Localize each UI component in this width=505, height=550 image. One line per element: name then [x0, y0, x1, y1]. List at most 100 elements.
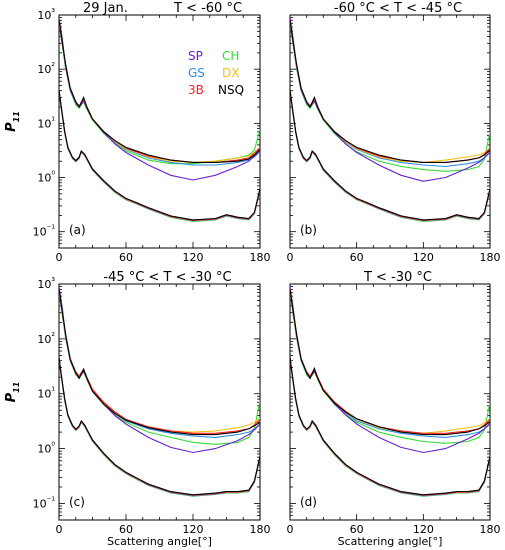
series-line-dx-lower	[59, 90, 260, 222]
series-line-3b-lower	[290, 357, 490, 496]
y-tick-exp: ²	[51, 62, 55, 72]
y-tick-exp: ¹	[51, 387, 55, 397]
series-line-sp-upper	[59, 17, 260, 181]
x-tick-label: 180	[480, 251, 501, 264]
panel-title: T < -60 °C	[173, 1, 242, 16]
x-axis-label: Scattering angle[°]	[338, 535, 443, 548]
series-line-dx-lower	[290, 357, 490, 497]
legend: SP CH GS DX 3B NSQ	[188, 49, 244, 97]
y-tick-label: 10⁻¹	[33, 496, 56, 510]
series-line-dx-upper	[59, 289, 260, 433]
y-tick-base: 10	[37, 63, 51, 76]
series-line-dx-lower	[290, 90, 490, 222]
x-tick-label: 60	[350, 251, 364, 264]
y-tick-label: 10³	[37, 277, 55, 291]
y-tick-label: 10¹	[37, 116, 55, 130]
panel-title: T < -30 °C	[363, 270, 432, 285]
series-line-sp-lower	[290, 90, 490, 222]
y-tick-base: 10	[33, 497, 47, 510]
y-tick-exp: ²	[51, 332, 55, 342]
y-tick-base: 10	[37, 172, 51, 185]
y-label-sub: 11	[12, 111, 21, 122]
series-line-gs-upper	[290, 290, 490, 438]
y-label-main: P	[4, 122, 19, 132]
panel-d: 0 60 120 180 (d) T < -30 °C Scattering angle[°…	[287, 270, 501, 548]
series-line-sp-upper	[290, 17, 490, 182]
y-tick-exp: ⁻¹	[47, 225, 56, 235]
legend-entry-sp: SP	[188, 49, 203, 63]
series-line-ch-lower	[59, 358, 260, 497]
y-tick-exp: ⁰	[51, 442, 55, 452]
x-tick-label: 60	[119, 251, 133, 264]
plot-frame	[58, 283, 261, 521]
x-tick-label: 120	[413, 523, 434, 536]
series-line-3b-lower	[290, 90, 490, 221]
x-tick-label: 120	[183, 523, 204, 536]
series-line-3b-upper	[290, 288, 490, 434]
curves	[59, 286, 260, 497]
panel-label: (b)	[300, 223, 317, 237]
series-line-3b-upper	[290, 19, 490, 163]
y-tick-base: 10	[33, 226, 47, 239]
panel-label: (a)	[69, 223, 86, 237]
x-tick-label: 180	[480, 523, 501, 536]
y-tick-exp: ³	[51, 8, 55, 18]
legend-entry-3b: 3B	[188, 83, 204, 97]
y-tick-exp: ⁻¹	[47, 496, 56, 506]
series-line-gs-upper	[290, 21, 490, 168]
series-line-3b-upper	[59, 288, 260, 434]
series-line-3b-lower	[59, 357, 260, 496]
x-tick-label: 60	[119, 523, 133, 536]
y-tick-base: 10	[37, 117, 51, 130]
y-tick-label: 10²	[37, 62, 55, 76]
y-label-sub: 11	[12, 382, 21, 393]
y-tick-base: 10	[37, 9, 51, 22]
y-tick-base: 10	[37, 278, 51, 291]
y-tick-label: 10⁰	[37, 442, 55, 456]
y-tick-label: 10²	[37, 332, 55, 346]
y-tick-exp: ⁰	[51, 171, 55, 181]
x-tick-label: 0	[56, 251, 63, 264]
series-line-sp-lower	[59, 357, 260, 496]
x-tick-label: 0	[56, 523, 63, 536]
y-tick-base: 10	[37, 333, 51, 346]
series-line-ch-lower	[290, 358, 490, 497]
curves	[59, 17, 260, 222]
y-axis-label: P11	[4, 382, 21, 403]
y-label-main: P	[4, 392, 19, 402]
series-line-gs-lower	[290, 358, 490, 497]
series-line-nsq-upper	[290, 289, 490, 436]
x-tick-label: 0	[287, 251, 294, 264]
x-tick-label: 180	[250, 523, 271, 536]
series-line-nsq-upper	[59, 289, 260, 436]
x-tick-label: 120	[183, 251, 204, 264]
legend-entry-nsq: NSQ	[218, 83, 244, 97]
series-line-nsq-lower	[290, 357, 490, 496]
panel-label: (d)	[300, 495, 317, 509]
series-line-sp-upper	[290, 286, 490, 454]
y-tick-label: 10¹	[37, 387, 55, 401]
series-line-gs-lower	[59, 358, 260, 497]
legend-entry-ch: CH	[222, 49, 239, 63]
panel-title: -60 °C < T < -45 °C	[334, 1, 462, 16]
x-tick-label: 180	[250, 251, 271, 264]
series-line-sp-upper	[59, 286, 260, 454]
curves	[290, 17, 490, 222]
legend-entry-gs: GS	[188, 66, 205, 80]
curves	[290, 286, 490, 497]
y-tick-label: 10⁻¹	[33, 225, 56, 239]
series-line-nsq-upper	[59, 20, 260, 163]
panel-b: 0 60 120 180 (b) -60 °C < T < -45 °C	[287, 1, 501, 264]
y-tick-base: 10	[37, 388, 51, 401]
y-tick-base: 10	[37, 443, 51, 456]
series-line-ch-upper	[290, 23, 490, 172]
panel-title: -45 °C < T < -30 °C	[103, 270, 231, 285]
series-line-ch-upper	[59, 292, 260, 445]
x-tick-label: 120	[413, 251, 434, 264]
panel-title-date: 29 Jan.	[83, 1, 128, 16]
series-line-3b-lower	[59, 90, 260, 221]
series-line-dx-upper	[290, 289, 490, 434]
